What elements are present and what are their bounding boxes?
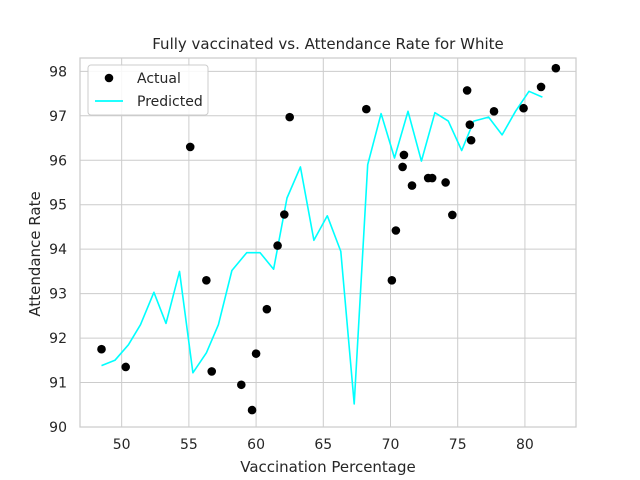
plot-frame bbox=[79, 57, 577, 428]
x-tick-label: 65 bbox=[314, 437, 332, 453]
actual-point bbox=[465, 120, 475, 129]
actual-point bbox=[387, 275, 397, 285]
y-axis-label: Attendance Rate bbox=[26, 191, 44, 316]
x-tick-label: 60 bbox=[247, 437, 265, 453]
actual-point bbox=[551, 63, 561, 73]
actual-point bbox=[247, 405, 257, 415]
actual-point bbox=[262, 304, 272, 314]
x-axis-label: Vaccination Percentage bbox=[240, 458, 416, 476]
actual-point bbox=[251, 349, 261, 358]
y-tick-label: 93 bbox=[49, 287, 67, 303]
actual-point bbox=[427, 173, 437, 183]
actual-point bbox=[448, 210, 457, 220]
legend-box bbox=[87, 64, 209, 116]
actual-point bbox=[207, 367, 217, 376]
actual-point bbox=[398, 162, 407, 172]
actual-point bbox=[391, 226, 401, 235]
actual-point bbox=[399, 150, 409, 160]
legend-swatch-actual bbox=[104, 73, 114, 83]
y-tick-label: 96 bbox=[49, 153, 67, 169]
legend-label: Actual bbox=[137, 71, 181, 87]
series-points bbox=[97, 63, 561, 415]
predicted-line bbox=[101, 90, 543, 405]
x-tick-label: 55 bbox=[180, 437, 198, 453]
series-lines bbox=[101, 90, 543, 405]
actual-point bbox=[441, 178, 450, 187]
x-tick-label: 50 bbox=[113, 437, 131, 453]
y-tick-label: 92 bbox=[49, 331, 67, 347]
legend-label: Predicted bbox=[137, 94, 203, 110]
legend: Actual Predicted bbox=[87, 64, 209, 116]
actual-point bbox=[273, 241, 282, 250]
actual-point bbox=[121, 362, 131, 372]
y-tick-label: 90 bbox=[49, 420, 67, 436]
y-tick-label: 95 bbox=[49, 198, 67, 214]
y-tick-label: 91 bbox=[49, 376, 67, 392]
actual-point bbox=[536, 82, 546, 92]
actual-point bbox=[285, 112, 294, 122]
actual-point bbox=[362, 104, 371, 114]
x-tick-label: 70 bbox=[382, 437, 400, 453]
actual-point bbox=[462, 86, 472, 95]
chart-title: Fully vaccinated vs. Attendance Rate for… bbox=[152, 35, 503, 53]
x-tick-label: 80 bbox=[516, 437, 534, 453]
actual-point bbox=[237, 380, 246, 390]
actual-point bbox=[466, 135, 476, 145]
actual-point bbox=[407, 181, 417, 190]
y-tick-label: 98 bbox=[49, 64, 67, 80]
actual-point bbox=[489, 107, 499, 116]
actual-point bbox=[280, 210, 289, 219]
actual-point bbox=[202, 275, 211, 285]
actual-point bbox=[185, 142, 195, 152]
actual-point bbox=[519, 103, 528, 113]
actual-point bbox=[97, 344, 106, 354]
y-tick-label: 97 bbox=[49, 109, 67, 125]
y-tick-label: 94 bbox=[49, 242, 67, 258]
x-tick-label: 75 bbox=[449, 437, 467, 453]
tick-labels: 50 55 60 65 70 75 80 90 91 92 93 94 95 96 97 98 bbox=[49, 64, 534, 453]
